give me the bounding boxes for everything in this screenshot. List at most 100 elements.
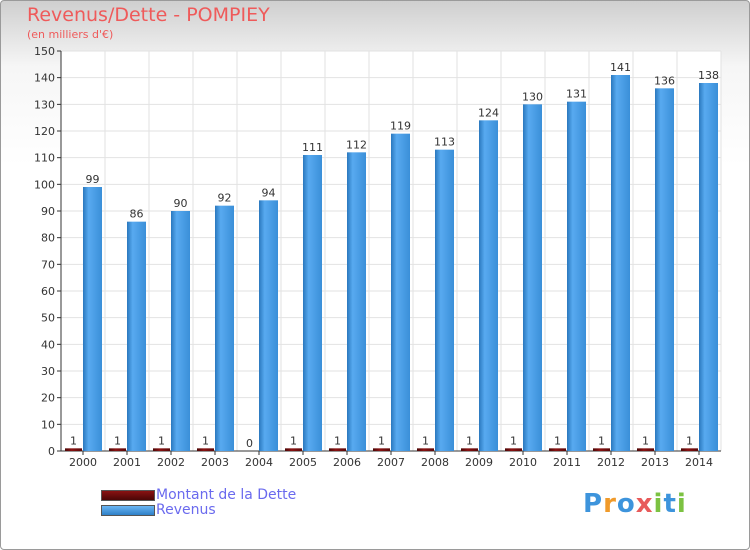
x-tick-label: 2012 <box>597 456 625 469</box>
data-label-dette-2001: 1 <box>114 434 121 447</box>
data-label-dette-2014: 1 <box>686 434 693 447</box>
x-tick-label: 2011 <box>553 456 581 469</box>
data-label-revenus-2001: 86 <box>130 208 144 221</box>
data-label-dette-2010: 1 <box>510 434 517 447</box>
data-label-revenus-2011: 131 <box>566 88 587 101</box>
bar-dette-2003 <box>197 448 214 451</box>
data-label-revenus-2004: 94 <box>262 186 276 199</box>
data-label-dette-2013: 1 <box>642 434 649 447</box>
data-label-revenus-2005: 111 <box>302 141 323 154</box>
legend-label-dette: Montant de la Dette <box>156 487 297 503</box>
bar-dette-2000 <box>65 448 82 451</box>
data-label-revenus-2014: 138 <box>698 69 719 82</box>
y-tick-label: 70 <box>41 258 55 271</box>
x-tick-label: 2009 <box>465 456 493 469</box>
bar-revenus-2006 <box>347 152 366 452</box>
bar-dette-2006 <box>329 448 346 451</box>
bar-dette-2007 <box>373 448 390 451</box>
x-tick-label: 2010 <box>509 456 537 469</box>
y-tick-label: 50 <box>41 312 55 325</box>
y-tick-label: 100 <box>34 178 55 191</box>
bar-revenus-2008 <box>435 149 454 451</box>
bar-revenus-2001 <box>127 221 146 451</box>
logo-letter: t <box>663 489 677 519</box>
data-label-dette-2011: 1 <box>554 434 561 447</box>
bar-revenus-2002 <box>171 211 190 451</box>
data-label-dette-2007: 1 <box>378 434 385 447</box>
bar-revenus-2014 <box>699 83 718 451</box>
logo-letter: i <box>676 489 687 519</box>
x-tick-label: 2007 <box>377 456 405 469</box>
data-label-dette-2004: 0 <box>246 437 253 450</box>
proxiti-logo: Proxiti <box>583 489 687 519</box>
y-tick-label: 140 <box>34 72 55 85</box>
data-label-dette-2006: 1 <box>334 434 341 447</box>
logo-letter: P <box>583 489 604 519</box>
data-label-dette-2005: 1 <box>290 434 297 447</box>
bar-revenus-2012 <box>611 75 630 451</box>
bars <box>65 75 718 452</box>
x-tick-label: 2005 <box>289 456 317 469</box>
y-tick-label: 20 <box>41 392 55 405</box>
logo-letter: r <box>603 489 617 519</box>
bar-dette-2002 <box>153 448 170 451</box>
x-tick-label: 2006 <box>333 456 361 469</box>
data-label-revenus-2003: 92 <box>218 192 232 205</box>
y-tick-label: 10 <box>41 418 55 431</box>
data-label-revenus-2006: 112 <box>346 138 367 151</box>
x-tick-label: 2000 <box>69 456 97 469</box>
data-label-revenus-2013: 136 <box>654 74 675 87</box>
data-label-dette-2003: 1 <box>202 434 209 447</box>
bar-revenus-2013 <box>655 88 674 451</box>
data-label-revenus-2000: 99 <box>86 173 100 186</box>
axes: 0102030405060708090100110120130140150200… <box>34 45 721 469</box>
y-tick-label: 90 <box>41 205 55 218</box>
data-label-revenus-2009: 124 <box>478 106 499 119</box>
x-tick-label: 2004 <box>245 456 273 469</box>
data-label-revenus-2010: 130 <box>522 90 543 103</box>
bar-revenus-2010 <box>523 104 542 451</box>
bar-revenus-2000 <box>83 187 102 451</box>
chart-title: Revenus/Dette - POMPIEY <box>27 4 270 26</box>
x-tick-label: 2003 <box>201 456 229 469</box>
bar-revenus-2005 <box>303 155 322 451</box>
data-label-dette-2008: 1 <box>422 434 429 447</box>
x-tick-label: 2001 <box>113 456 141 469</box>
data-label-dette-2002: 1 <box>158 434 165 447</box>
data-labels: 1991861901920941111111211191113112411301… <box>70 61 719 450</box>
legend-swatch-dette <box>101 490 155 501</box>
x-tick-label: 2014 <box>685 456 713 469</box>
bar-dette-2011 <box>549 448 566 451</box>
y-tick-label: 130 <box>34 98 55 111</box>
y-tick-label: 120 <box>34 125 55 138</box>
bar-revenus-2011 <box>567 101 586 452</box>
data-label-revenus-2008: 113 <box>434 136 455 149</box>
y-tick-label: 150 <box>34 45 55 58</box>
data-label-dette-2009: 1 <box>466 434 473 447</box>
bar-dette-2009 <box>461 448 478 451</box>
data-label-revenus-2012: 141 <box>610 61 631 74</box>
bar-revenus-2007 <box>391 133 410 451</box>
data-label-dette-2012: 1 <box>598 434 605 447</box>
data-label-revenus-2002: 90 <box>174 197 188 210</box>
x-tick-label: 2002 <box>157 456 185 469</box>
bar-dette-2005 <box>285 448 302 451</box>
bar-revenus-2009 <box>479 120 498 451</box>
bar-dette-2010 <box>505 448 522 451</box>
y-tick-label: 110 <box>34 152 55 165</box>
legend-swatch-revenus <box>101 505 155 516</box>
y-tick-label: 30 <box>41 365 55 378</box>
bar-revenus-2003 <box>215 205 234 451</box>
data-label-revenus-2007: 119 <box>390 120 411 133</box>
logo-letter: i <box>653 489 664 519</box>
bar-dette-2012 <box>593 448 610 451</box>
logo-letter: x <box>635 489 654 519</box>
bar-dette-2001 <box>109 448 126 451</box>
chart-subtitle: (en milliers d'€) <box>27 28 114 41</box>
legend-label-revenus: Revenus <box>156 502 216 518</box>
y-tick-label: 80 <box>41 232 55 245</box>
bar-dette-2008 <box>417 448 434 451</box>
bar-revenus-2004 <box>259 200 278 451</box>
